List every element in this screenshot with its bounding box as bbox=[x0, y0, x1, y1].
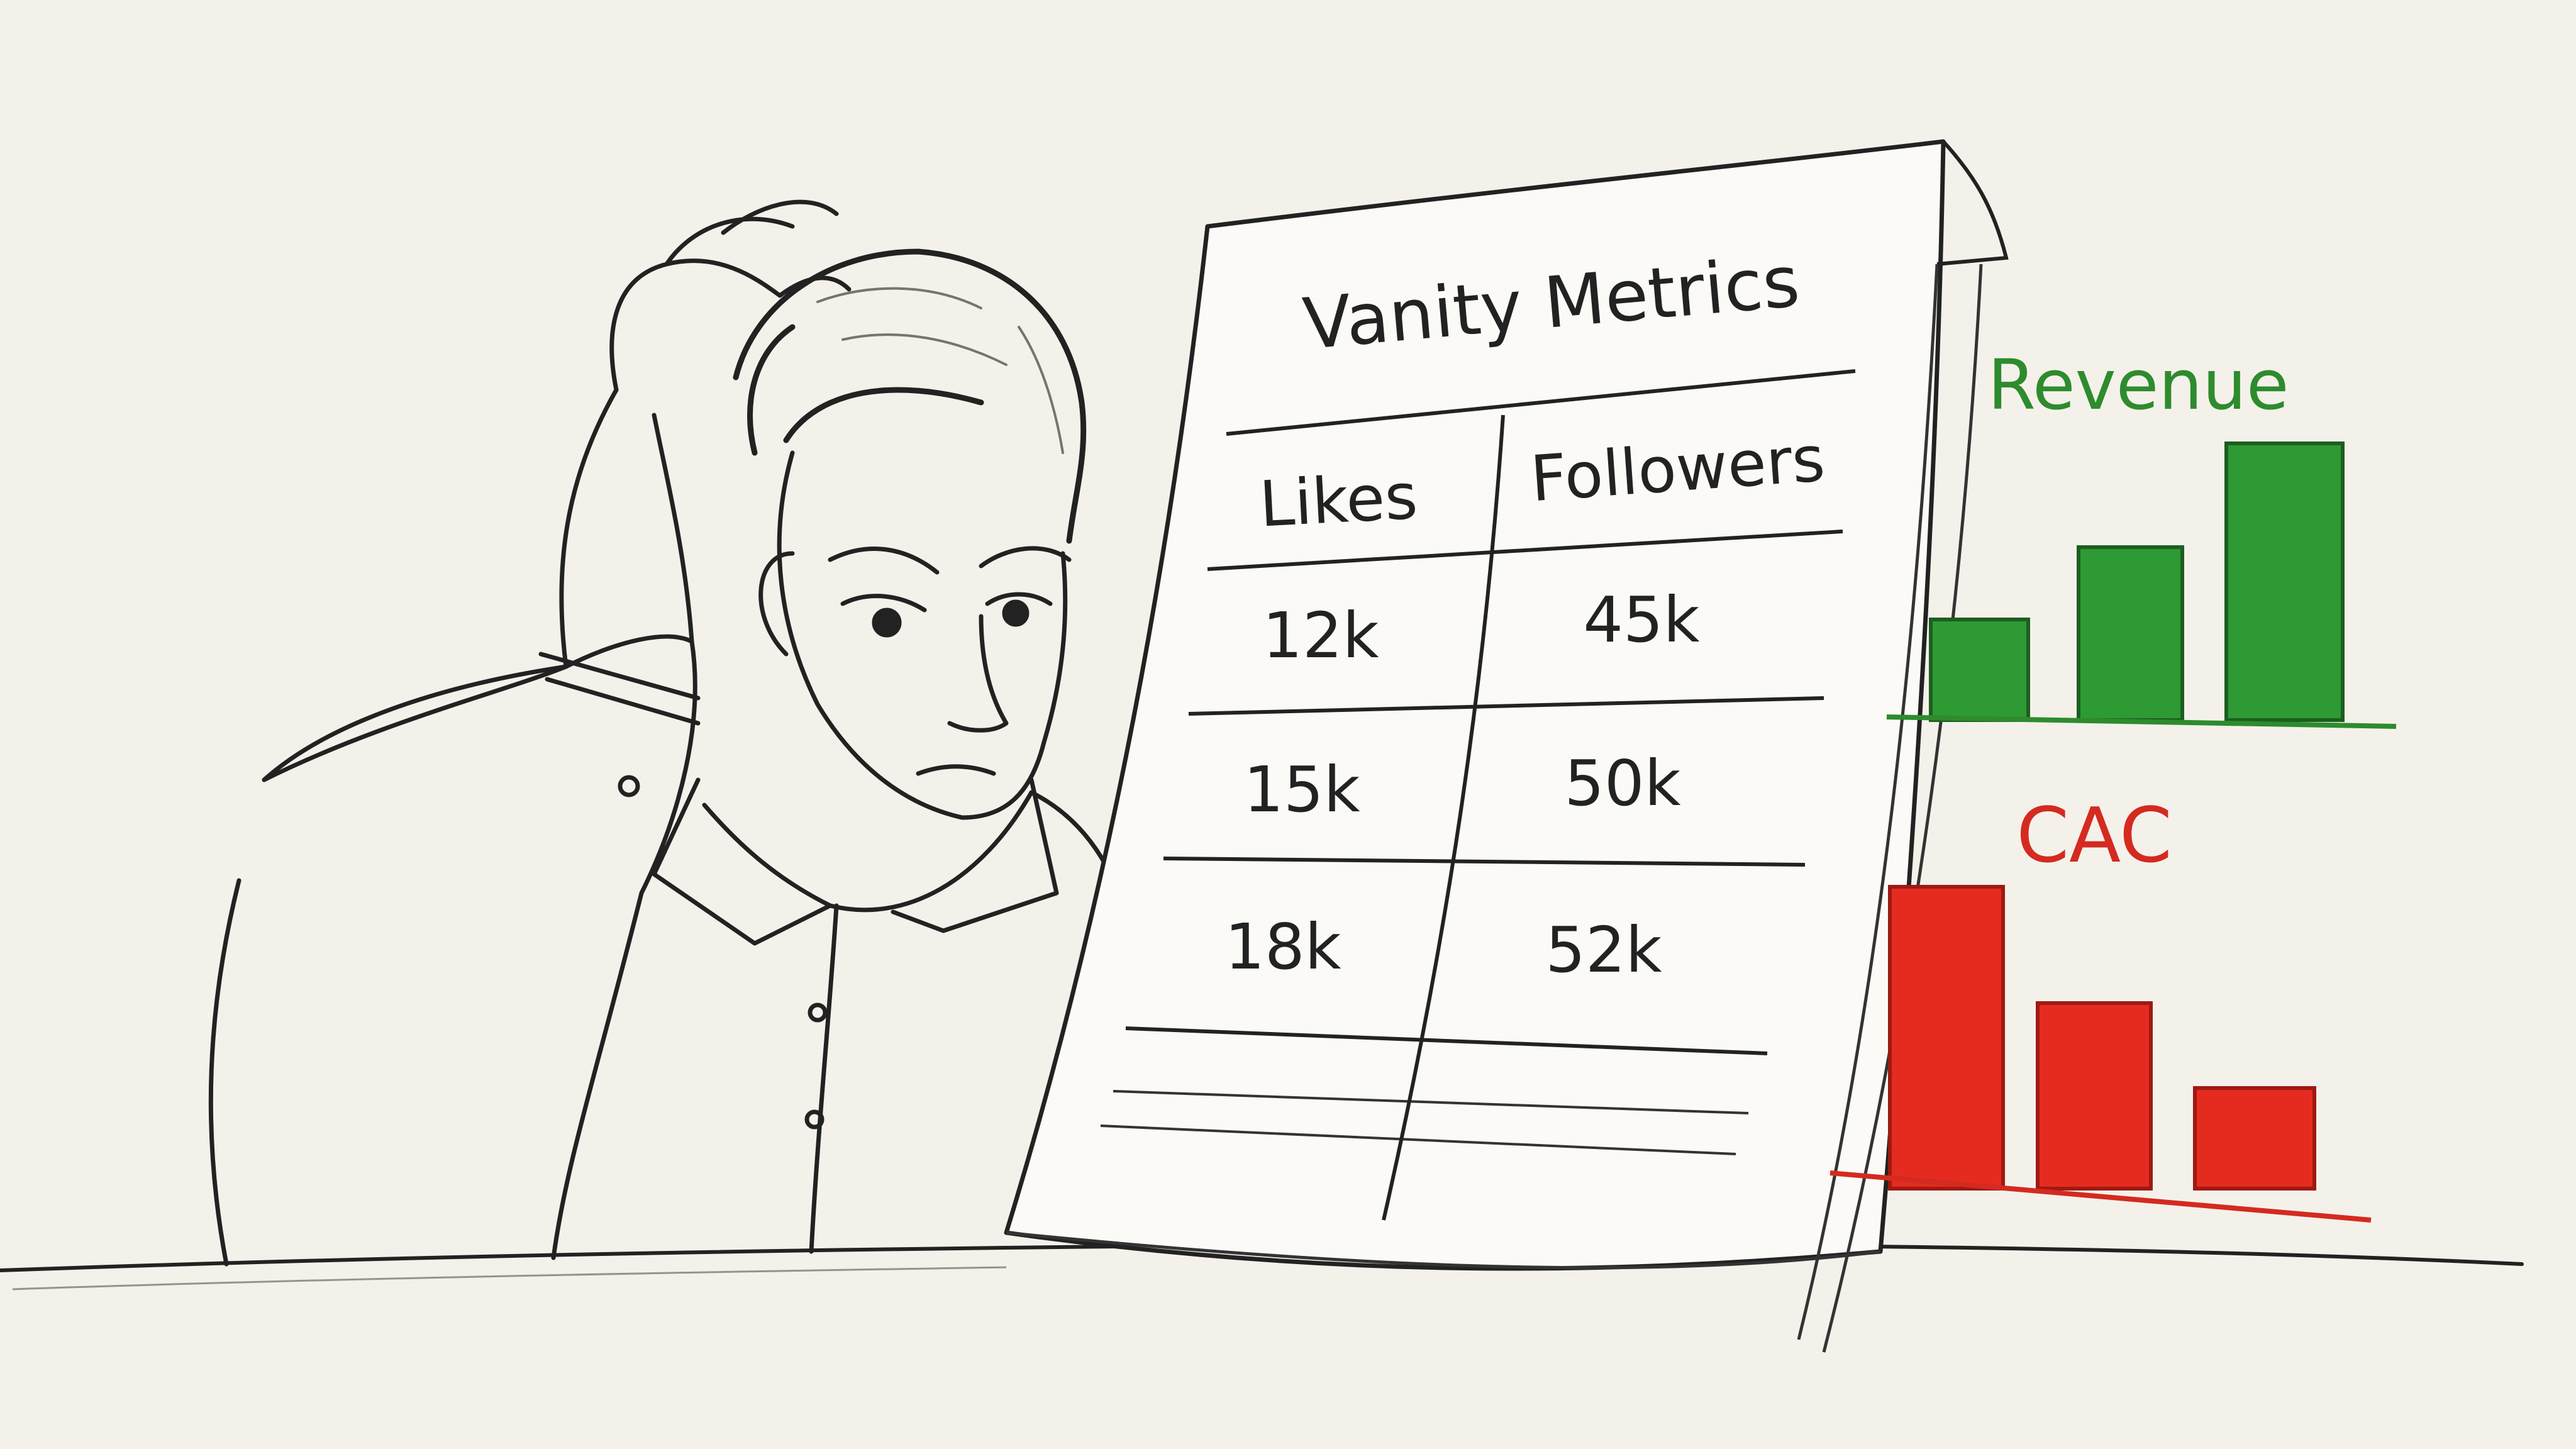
forearm bbox=[559, 387, 694, 669]
left-eye bbox=[840, 594, 927, 613]
cac-bar bbox=[2193, 1086, 2316, 1191]
hand-on-head bbox=[609, 199, 852, 392]
sheet-fold bbox=[1936, 140, 2009, 266]
worried-man bbox=[208, 199, 1147, 1267]
ear bbox=[758, 551, 795, 657]
cac-bar bbox=[1888, 885, 2005, 1191]
cac-baseline bbox=[1829, 1170, 2372, 1223]
revenue-bar bbox=[1929, 618, 2030, 722]
cac-label: CAC bbox=[2016, 792, 2172, 880]
revenue-bar bbox=[2077, 545, 2184, 722]
desk-edge-sketch bbox=[12, 1266, 1007, 1291]
revenue-baseline bbox=[1886, 714, 2397, 729]
left-pupil bbox=[872, 608, 902, 638]
sheet-bottom-edge bbox=[1006, 1231, 1881, 1270]
row-line bbox=[1100, 1124, 1736, 1155]
shirt-button bbox=[804, 1109, 824, 1130]
face-outline bbox=[777, 450, 1068, 820]
left-eyebrow bbox=[828, 547, 940, 575]
revenue-chart: Revenue bbox=[1886, 345, 2397, 729]
hair bbox=[733, 248, 1087, 544]
cell-followers: 52k bbox=[1545, 913, 1662, 987]
cac-chart: CAC bbox=[1829, 792, 2372, 1223]
cell-followers: 50k bbox=[1564, 747, 1680, 820]
cell-likes: 15k bbox=[1243, 753, 1360, 826]
sheet-side bbox=[1797, 264, 1983, 1353]
man-shoulder bbox=[208, 664, 569, 1267]
right-eye bbox=[985, 592, 1053, 606]
man-shirt bbox=[702, 790, 1147, 1248]
row-line bbox=[1113, 1090, 1749, 1114]
cell-followers: 45k bbox=[1583, 583, 1699, 657]
mouth bbox=[916, 764, 996, 776]
cac-bar bbox=[2036, 1001, 2153, 1191]
title-underline bbox=[1226, 369, 1856, 436]
nose bbox=[947, 614, 1009, 733]
header-underline bbox=[1207, 530, 1843, 571]
hair-shading bbox=[816, 287, 1064, 454]
shirt-placket bbox=[809, 903, 839, 1254]
cell-likes: 18k bbox=[1224, 910, 1341, 984]
cell-likes: 12k bbox=[1262, 599, 1379, 672]
row-line bbox=[1188, 696, 1824, 716]
raised-arm bbox=[262, 634, 697, 1260]
cuff-button bbox=[618, 775, 640, 797]
column-divider bbox=[1382, 414, 1505, 1221]
revenue-label: Revenue bbox=[1987, 345, 2289, 425]
right-pupil bbox=[1002, 599, 1030, 627]
shirt-collar bbox=[652, 777, 1059, 946]
shirt-cuff bbox=[538, 652, 701, 726]
row-line bbox=[1125, 1026, 1768, 1055]
column-header-likes: Likes bbox=[1258, 460, 1419, 541]
metrics-sheet: Vanity Metrics Likes Followers 12k 45k 1… bbox=[1004, 139, 2009, 1353]
shirt-button bbox=[808, 1002, 828, 1023]
right-eyebrow bbox=[979, 546, 1072, 569]
revenue-bar bbox=[2224, 441, 2345, 722]
row-line bbox=[1163, 857, 1806, 867]
